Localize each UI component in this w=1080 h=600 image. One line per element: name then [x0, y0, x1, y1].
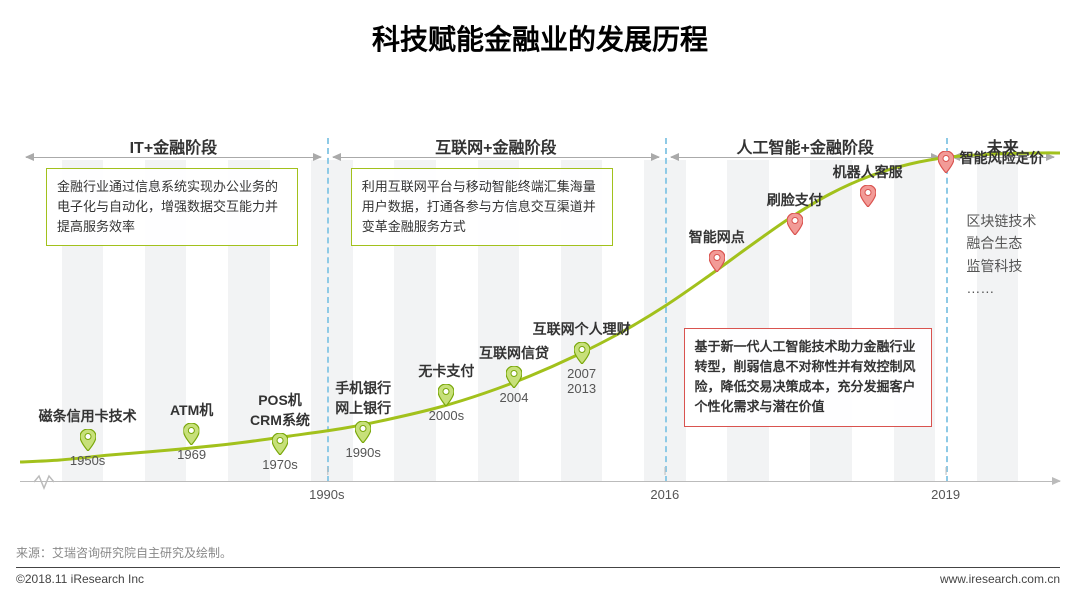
x-axis-tick: 2019: [931, 487, 960, 502]
future-item: 融合生态: [966, 232, 1036, 254]
axis-break-icon: [34, 474, 54, 490]
future-item: 监管科技: [966, 255, 1036, 277]
url-text: www.iresearch.com.cn: [940, 572, 1060, 586]
x-axis-tick: 1990s: [309, 487, 344, 502]
future-item: 区块链技术: [966, 210, 1036, 232]
footer: 来源：艾瑞咨询研究院自主研究及绘制。 ©2018.11 iResearch In…: [16, 544, 1060, 586]
description-box: 基于新一代人工智能技术助力金融行业转型，削弱信息不对称性并有效控制风险，降低交易…: [684, 328, 932, 427]
page-title: 科技赋能金融业的发展历程: [0, 0, 1080, 58]
timeline-chart: IT+金融阶段互联网+金融阶段人工智能+金融阶段未来 金融行业通过信息系统实现办…: [20, 110, 1060, 530]
future-item: ……: [966, 277, 1036, 299]
copyright-text: ©2018.11 iResearch Inc: [16, 572, 144, 586]
future-tech-list: 区块链技术融合生态监管科技……: [966, 210, 1036, 300]
x-axis: [20, 481, 1060, 482]
source-text: 来源：艾瑞咨询研究院自主研究及绘制。: [16, 544, 1060, 561]
description-box: 利用互联网平台与移动智能终端汇集海量用户数据，打通各参与方信息交互渠道并变革金融…: [351, 168, 613, 246]
x-axis-tick: 2016: [650, 487, 679, 502]
description-box: 金融行业通过信息系统实现办公业务的电子化与自动化，增强数据交互能力并提高服务效率: [46, 168, 298, 246]
